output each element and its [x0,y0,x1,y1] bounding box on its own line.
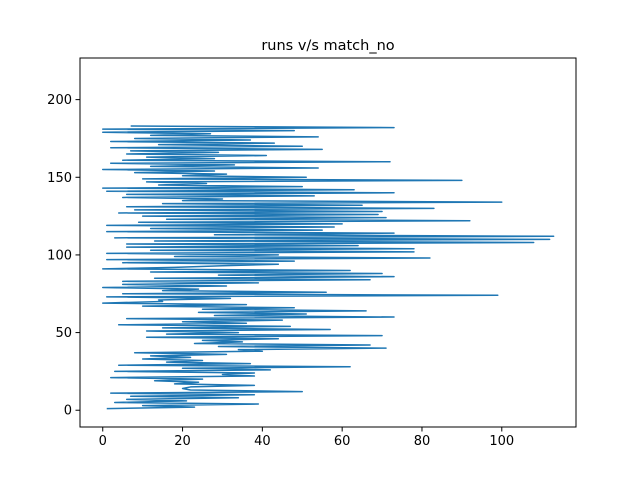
y-tick-label: 50 [55,326,72,341]
y-tick-label: 100 [47,248,72,263]
y-tick-label: 0 [64,404,72,419]
y-axis: 0 50 100 150 200 [47,93,80,419]
plot-area [101,125,555,410]
x-tick-label: 100 [489,434,514,449]
y-tick-label: 200 [47,93,72,108]
x-tick-label: 40 [254,434,271,449]
x-tick-label: 20 [174,434,191,449]
y-tick-label: 150 [47,171,72,186]
x-tick-label: 60 [334,434,351,449]
x-tick-label: 80 [414,434,431,449]
x-axis: 0 20 40 60 80 100 [99,427,514,449]
axes-frame [79,57,577,428]
x-tick-label: 0 [99,434,107,449]
series-line-0 [101,125,555,410]
chart-title: runs v/s match_no [261,38,394,54]
